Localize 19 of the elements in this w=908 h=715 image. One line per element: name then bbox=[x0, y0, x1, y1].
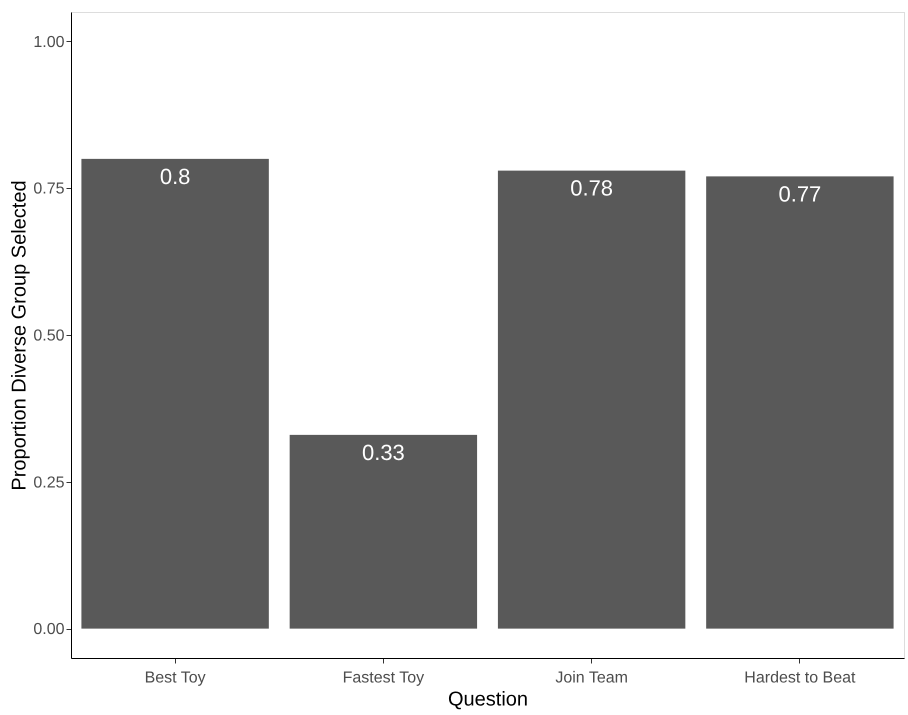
y-tick-label: 0.00 bbox=[33, 621, 65, 638]
x-tick-label: Join Team bbox=[555, 670, 628, 686]
bar bbox=[498, 170, 686, 629]
x-tick-label: Fastest Toy bbox=[342, 670, 424, 686]
y-axis-title: Proportion Diverse Group Selected bbox=[8, 180, 30, 491]
y-tick-label: 0.50 bbox=[33, 328, 65, 344]
data-label: 0.33 bbox=[362, 440, 405, 465]
y-tick-label: 0.25 bbox=[33, 474, 65, 492]
y-tick-label: 0.75 bbox=[33, 180, 65, 198]
bar bbox=[706, 176, 894, 629]
data-label: 0.77 bbox=[778, 181, 822, 206]
bar bbox=[290, 434, 478, 629]
data-label: 0.8 bbox=[160, 164, 190, 189]
data-label: 0.78 bbox=[570, 176, 614, 201]
y-tick-label: 1.00 bbox=[33, 34, 65, 51]
x-axis-title: Question bbox=[448, 688, 528, 710]
x-tick-label: Hardest to Beat bbox=[744, 670, 856, 686]
bar bbox=[81, 158, 269, 629]
x-tick-label: Best Toy bbox=[144, 670, 206, 686]
